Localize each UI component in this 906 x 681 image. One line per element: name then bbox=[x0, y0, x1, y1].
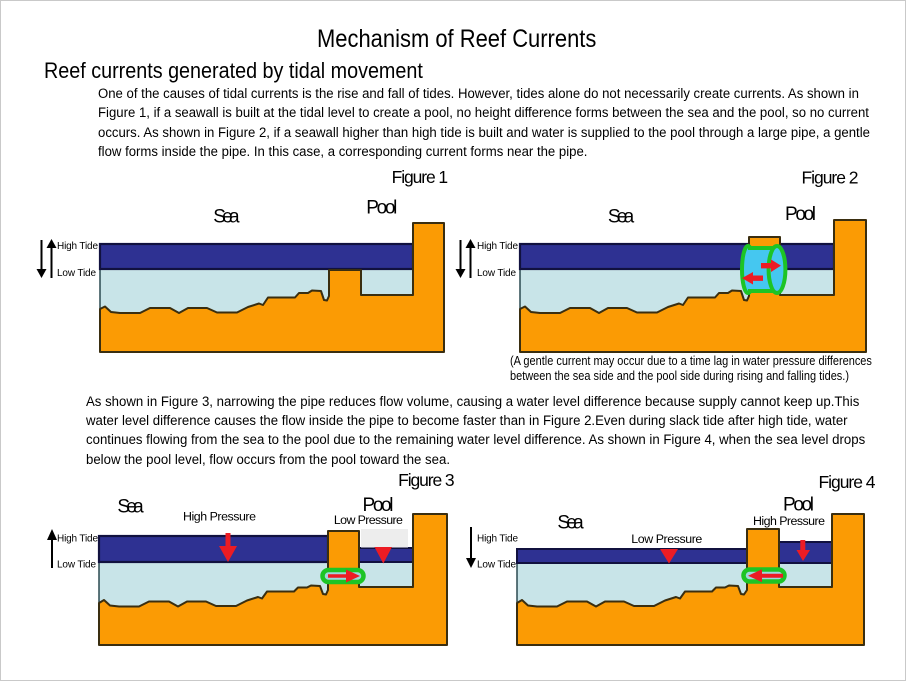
svg-text:Figure 1: Figure 1 bbox=[392, 167, 449, 187]
svg-text:Sea: Sea bbox=[557, 513, 584, 534]
svg-text:High Tide: High Tide bbox=[477, 534, 518, 545]
svg-text:High Tide: High Tide bbox=[57, 241, 98, 252]
svg-text:Low Pressure: Low Pressure bbox=[631, 532, 702, 546]
svg-text:Low Tide: Low Tide bbox=[477, 560, 516, 571]
svg-text:High Pressure: High Pressure bbox=[183, 510, 256, 524]
svg-text:High Pressure: High Pressure bbox=[753, 514, 825, 528]
svg-text:Figure 4: Figure 4 bbox=[819, 472, 876, 492]
svg-text:Low Tide: Low Tide bbox=[477, 268, 516, 279]
svg-text:Figure 3: Figure 3 bbox=[398, 470, 455, 490]
svg-text:Pool: Pool bbox=[363, 495, 394, 516]
svg-text:Figure 2: Figure 2 bbox=[802, 168, 859, 188]
svg-text:Low Tide: Low Tide bbox=[57, 268, 96, 279]
svg-text:Pool: Pool bbox=[783, 495, 814, 516]
svg-text:Low Pressure: Low Pressure bbox=[334, 513, 403, 527]
svg-text:Sea: Sea bbox=[213, 207, 240, 228]
svg-text:Low Tide: Low Tide bbox=[57, 560, 96, 571]
svg-text:High Tide: High Tide bbox=[477, 241, 518, 252]
svg-text:Sea: Sea bbox=[608, 207, 635, 228]
svg-text:High Tide: High Tide bbox=[57, 534, 98, 545]
svg-text:Pool: Pool bbox=[366, 198, 397, 219]
svg-text:Pool: Pool bbox=[785, 204, 816, 225]
svg-text:Sea: Sea bbox=[117, 497, 144, 518]
